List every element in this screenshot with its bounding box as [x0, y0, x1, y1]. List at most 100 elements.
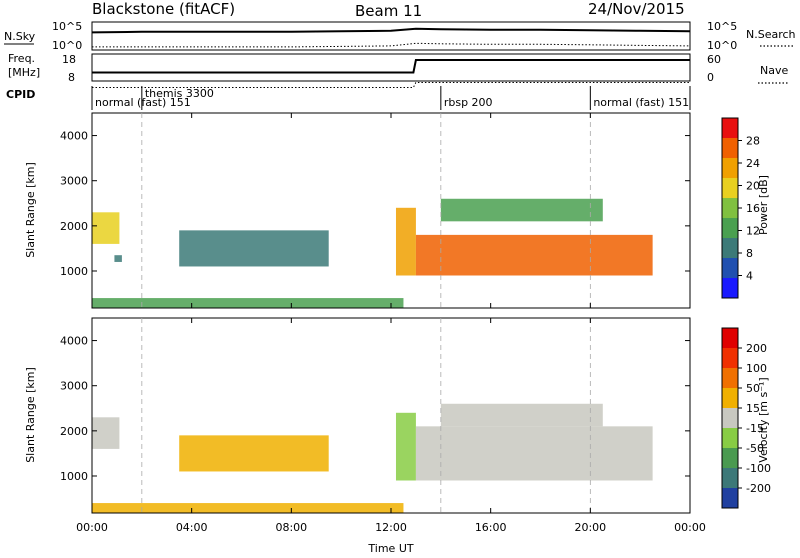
colorbar-swatch — [722, 198, 738, 218]
ytick-label: 3000 — [60, 380, 88, 393]
nsearch-label: N.Search — [746, 28, 796, 41]
colorbar-tick-label: 8 — [746, 247, 753, 260]
nsky-series-line — [91, 27, 691, 34]
colorbar-swatch — [722, 258, 738, 278]
colorbar-swatch — [722, 408, 738, 428]
colorbar-tick-label: -100 — [746, 462, 771, 475]
x-axis-label: Time UT — [367, 542, 413, 554]
beam-title: Beam 11 — [355, 2, 422, 20]
cpid-boundaries — [141, 113, 591, 513]
ytick-label: 4000 — [60, 130, 88, 143]
colorbar-tick-label: 16 — [746, 202, 760, 215]
colorbar-tick-label: -50 — [746, 442, 764, 455]
xtick-label: 00:00 — [674, 521, 706, 534]
xtick-label: 12:00 — [375, 521, 407, 534]
power-ylabel: Slant Range [km] — [24, 162, 37, 258]
power-colorbar: 28 24 20 16 12 8 4 — [721, 117, 760, 299]
power-colorbar-label: Power [dB] — [757, 175, 770, 235]
nsearch-tick-top: 10^5 — [707, 20, 737, 33]
colorbar-tick-label: 100 — [746, 362, 767, 375]
xtick-label: 04:00 — [176, 521, 208, 534]
freq-unit: [MHz] — [8, 66, 40, 79]
date-title: 24/Nov/2015 — [588, 0, 685, 18]
x-axis: 00:00 04:00 08:00 12:00 16:00 20:00 00:00 — [76, 113, 706, 534]
scatter-feature — [440, 403, 603, 427]
nave-label: Nave — [760, 64, 788, 77]
scatter-feature — [415, 426, 653, 481]
freq-label: Freq. — [8, 52, 35, 65]
cpid-segment-label: normal (fast) 151 — [95, 96, 191, 109]
station-title: Blackstone (fitACF) — [92, 0, 235, 18]
colorbar-tick-label: 15 — [746, 402, 760, 415]
colorbar-swatch — [722, 158, 738, 178]
colorbar-swatch — [722, 118, 738, 138]
colorbar-swatch — [722, 218, 738, 238]
colorbar-tick-label: 50 — [746, 382, 760, 395]
scatter-feature — [179, 435, 329, 472]
colorbar-swatch — [722, 138, 738, 158]
xtick-label: 00:00 — [76, 521, 108, 534]
colorbar-tick-label: 12 — [746, 225, 760, 238]
power-panel: 4000 3000 2000 1000 Slant Range [km] 28 24 20… — [24, 112, 770, 309]
colorbar-swatch — [722, 428, 738, 448]
freq-tick-top: 18 — [62, 53, 76, 66]
velocity-colorbar: 200 100 50 15 -15 -50 -100 -200 — [721, 327, 771, 509]
freq-panel: Freq. [MHz] 18 8 60 0 Nave — [8, 52, 788, 88]
ytick-label: 2000 — [60, 220, 88, 233]
scatter-feature — [92, 298, 404, 308]
colorbar-swatch — [722, 448, 738, 468]
cpid-segment-label: rbsp 200 — [444, 96, 493, 109]
power-features — [92, 198, 653, 308]
nsky-tick-top: 10^5 — [52, 20, 82, 33]
colorbar-swatch — [722, 348, 738, 368]
scatter-feature — [179, 230, 329, 267]
scatter-feature — [415, 234, 653, 276]
nsky-panel: N.Sky 10^5 10^0 10^5 10^0 N.Search — [4, 20, 796, 52]
nave-tick-top: 60 — [707, 53, 721, 66]
nsearch-tick-bottom: 10^0 — [707, 39, 737, 52]
colorbar-swatch — [722, 388, 738, 408]
cpid-label: CPID — [6, 88, 35, 101]
nsky-label: N.Sky — [4, 30, 36, 43]
nave-tick-bottom: 0 — [707, 71, 714, 84]
colorbar-tick-label: -15 — [746, 422, 764, 435]
colorbar-swatch — [722, 468, 738, 488]
colorbar-swatch — [722, 368, 738, 388]
nsky-frame — [91, 21, 691, 51]
xtick-label: 16:00 — [475, 521, 507, 534]
cpid-segment-label: themis 3300 — [145, 87, 214, 100]
freq-tick-bottom: 8 — [68, 71, 75, 84]
velocity-yticks: 4000 3000 2000 1000 — [60, 335, 690, 483]
velocity-panel: 4000 3000 2000 1000 Slant Range [km] 200 100… — [24, 317, 771, 514]
cpid-segment-label: normal (fast) 151 — [593, 96, 689, 109]
ytick-label: 1000 — [60, 265, 88, 278]
freq-frame — [91, 53, 691, 82]
scatter-feature — [440, 198, 603, 222]
xtick-label: 20:00 — [574, 521, 606, 534]
colorbar-swatch — [722, 178, 738, 198]
velocity-features — [92, 403, 653, 513]
nsearch-series-line — [92, 42, 691, 48]
scatter-feature — [114, 255, 122, 262]
colorbar-frame — [721, 327, 739, 509]
colorbar-tick-label: 4 — [746, 270, 753, 283]
colorbar-swatch — [722, 488, 738, 508]
scatter-feature — [395, 207, 416, 276]
velocity-ylabel: Slant Range [km] — [24, 367, 37, 463]
colorbar-tick-label: 20 — [746, 180, 760, 193]
freq-series-line — [92, 59, 690, 74]
colorbar-swatch — [722, 278, 738, 298]
ytick-label: 3000 — [60, 175, 88, 188]
scatter-feature — [92, 212, 120, 244]
nsky-tick-bottom: 10^0 — [52, 39, 82, 52]
scatter-feature — [92, 417, 120, 449]
colorbar-tick-label: 24 — [746, 157, 760, 170]
ytick-label: 1000 — [60, 470, 88, 483]
colorbar-tick-label: -200 — [746, 482, 771, 495]
xtick-label: 08:00 — [275, 521, 307, 534]
colorbar-tick-label: 200 — [746, 342, 767, 355]
colorbar-swatch — [722, 328, 738, 348]
